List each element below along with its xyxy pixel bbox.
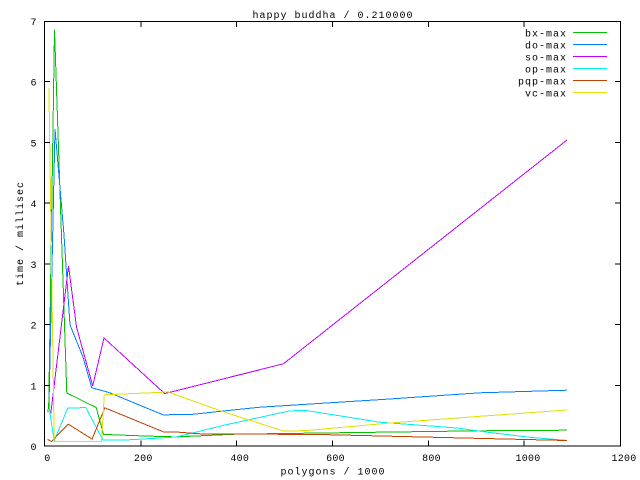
svg-text:3: 3: [31, 261, 37, 272]
svg-text:4: 4: [31, 200, 37, 211]
svg-text:600: 600: [326, 454, 345, 465]
svg-text:do-max: do-max: [525, 40, 567, 52]
svg-text:0: 0: [31, 443, 37, 454]
svg-text:1: 1: [31, 382, 37, 393]
svg-text:polygons / 1000: polygons / 1000: [280, 467, 385, 479]
svg-text:2: 2: [31, 322, 37, 333]
svg-text:bx-max: bx-max: [525, 28, 567, 40]
svg-text:happy buddha / 0.210000: happy buddha / 0.210000: [252, 10, 413, 22]
svg-text:400: 400: [230, 454, 249, 465]
svg-text:1000: 1000: [515, 454, 540, 465]
svg-text:1200: 1200: [611, 454, 636, 465]
svg-text:op-max: op-max: [525, 65, 567, 76]
svg-text:5: 5: [31, 139, 37, 150]
svg-text:vc-max: vc-max: [525, 89, 567, 100]
svg-text:0: 0: [44, 454, 50, 465]
svg-text:7: 7: [31, 18, 37, 29]
svg-text:800: 800: [422, 454, 441, 465]
svg-text:time / millisec: time / millisec: [15, 181, 27, 286]
svg-text:6: 6: [31, 79, 37, 90]
svg-text:so-max: so-max: [525, 53, 567, 64]
svg-text:pqp-max: pqp-max: [518, 77, 567, 88]
svg-text:200: 200: [134, 454, 153, 465]
